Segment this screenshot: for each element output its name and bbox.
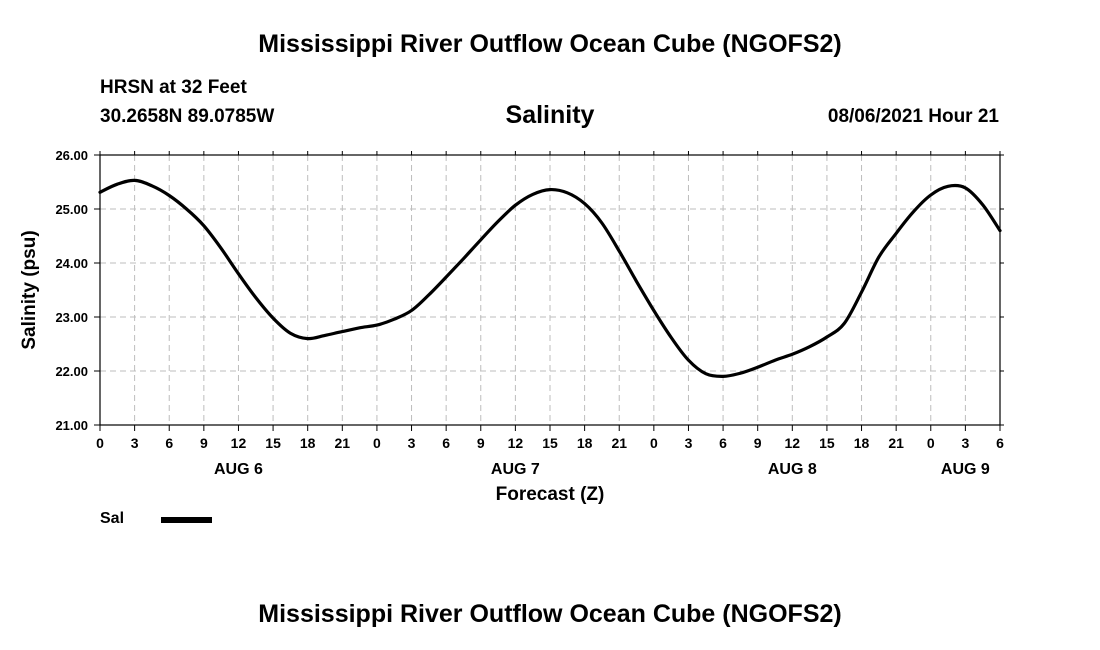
axis-ticks [94, 151, 1004, 431]
x-tick-label: 0 [650, 435, 658, 451]
x-tick-label: 0 [927, 435, 935, 451]
x-tick-label: 9 [200, 435, 208, 451]
day-label: AUG 7 [491, 461, 540, 478]
x-tick-label: 6 [996, 435, 1004, 451]
y-tick-label: 24.00 [55, 256, 88, 271]
y-tick-labels: 21.00 22.00 23.00 24.00 25.00 26.00 [55, 148, 88, 433]
y-tick-label: 23.00 [55, 310, 88, 325]
x-tick-label: 15 [542, 435, 558, 451]
x-axis-label: Forecast (Z) [496, 484, 605, 505]
x-tick-label: 0 [373, 435, 381, 451]
x-tick-label: 18 [854, 435, 870, 451]
x-tick-label: 6 [442, 435, 450, 451]
chart-grid [100, 155, 1000, 425]
main-title: Mississippi River Outflow Ocean Cube (NG… [258, 30, 842, 58]
footer-title: Mississippi River Outflow Ocean Cube (NG… [258, 600, 842, 628]
x-tick-label: 15 [819, 435, 835, 451]
x-tick-label: 21 [888, 435, 904, 451]
x-tick-labels: 0 3 6 9 12 15 18 21 0 3 6 9 12 15 18 21 0 3 6 9 12 15 18 21 0 3 6 [96, 435, 1004, 451]
x-tick-label: 12 [231, 435, 247, 451]
x-tick-label: 21 [611, 435, 627, 451]
x-tick-label: 18 [577, 435, 593, 451]
legend-line-swatch [161, 517, 212, 523]
x-tick-label: 9 [754, 435, 762, 451]
x-tick-label: 12 [508, 435, 524, 451]
y-tick-label: 26.00 [55, 148, 88, 163]
x-tick-label: 21 [335, 435, 351, 451]
day-labels: AUG 6 AUG 7 AUG 8 AUG 9 [214, 461, 990, 478]
x-tick-label: 3 [408, 435, 416, 451]
legend-label: Sal [100, 510, 125, 527]
day-label: AUG 6 [214, 461, 263, 478]
x-tick-label: 6 [165, 435, 173, 451]
chart-title: Salinity [505, 101, 595, 129]
y-tick-label: 21.00 [55, 418, 88, 433]
x-tick-label: 6 [719, 435, 727, 451]
x-tick-label: 9 [477, 435, 485, 451]
station-label: HRSN at 32 Feet [100, 77, 247, 98]
station-coordinates: 30.2658N 89.0785W [100, 106, 275, 127]
forecast-datetime: 08/06/2021 Hour 21 [827, 106, 999, 127]
x-tick-label: 15 [265, 435, 281, 451]
salinity-series-line [98, 178, 1002, 379]
x-tick-label: 0 [96, 435, 104, 451]
x-tick-label: 18 [300, 435, 316, 451]
y-tick-label: 25.00 [55, 202, 88, 217]
day-label: AUG 9 [941, 461, 990, 478]
x-tick-label: 3 [131, 435, 139, 451]
y-axis-label: Salinity (psu) [19, 230, 40, 349]
x-tick-label: 12 [785, 435, 801, 451]
y-tick-label: 22.00 [55, 364, 88, 379]
day-label: AUG 8 [768, 461, 817, 478]
x-tick-label: 3 [685, 435, 693, 451]
x-tick-label: 3 [961, 435, 969, 451]
